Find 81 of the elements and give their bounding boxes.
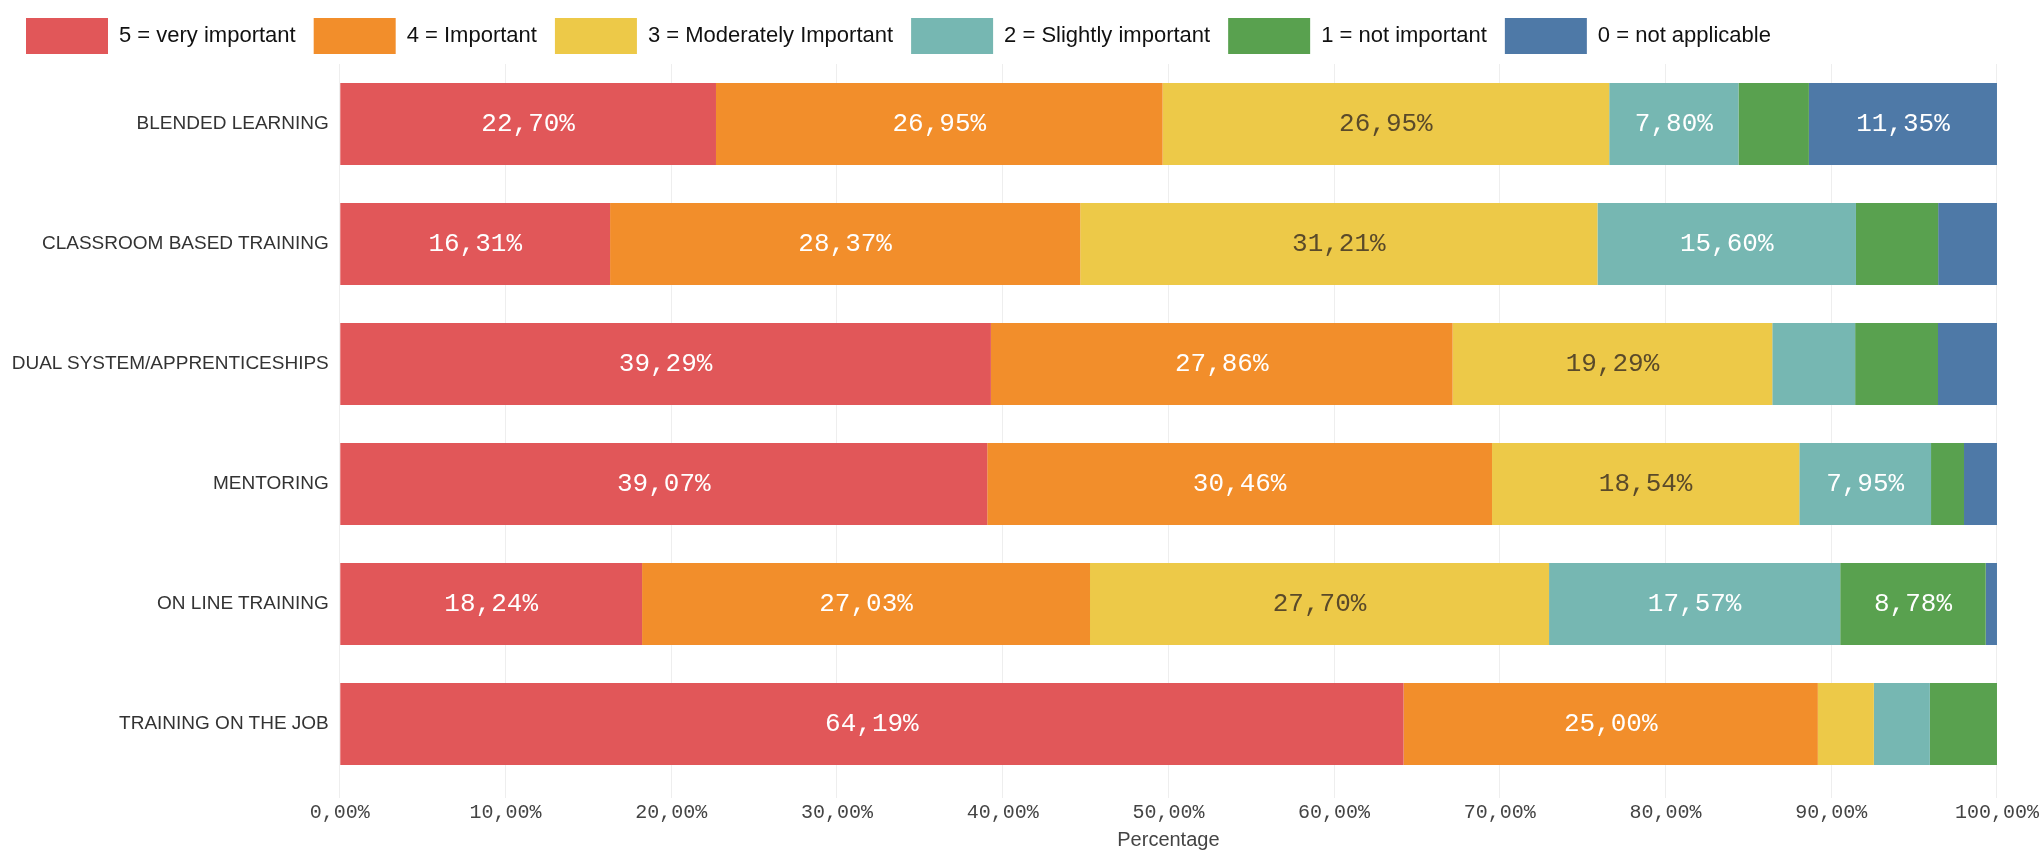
data-label: 25,00% — [1563, 708, 1658, 739]
data-label: 27,86% — [1174, 348, 1269, 379]
bar — [715, 82, 1163, 166]
data-label: 64,19% — [825, 708, 920, 739]
bar — [1840, 562, 1986, 646]
x-tick-label: 90,00% — [1795, 801, 1869, 825]
data-label: 27,70% — [1272, 588, 1367, 619]
data-label: 30,46% — [1192, 468, 1287, 499]
bar — [1738, 82, 1809, 166]
data-label: 22,70% — [481, 108, 576, 139]
x-tick-label: 30,00% — [800, 801, 874, 825]
data-label: 26,95% — [892, 108, 987, 139]
bar — [990, 322, 1453, 406]
bar — [1817, 682, 1874, 766]
x-tick-label: 0,00% — [309, 801, 371, 825]
bar — [1855, 322, 1938, 406]
x-axis-title: Percentage — [1117, 827, 1220, 850]
y-tick-label: MENTORING — [213, 472, 329, 494]
bar — [1452, 322, 1773, 406]
bar — [340, 202, 611, 286]
y-tick-label: BLENDED LEARNING — [136, 112, 329, 134]
data-label: 39,07% — [616, 468, 711, 499]
bar — [340, 82, 716, 166]
bar — [1931, 442, 1965, 526]
data-label: 19,29% — [1565, 348, 1660, 379]
bar — [340, 442, 988, 526]
y-tick-label: DUAL SYSTEM/APPRENTICESHIPS — [11, 352, 329, 374]
bar — [340, 322, 991, 406]
legend-label: 5 = very important — [119, 22, 296, 48]
bar — [1090, 562, 1550, 646]
x-tick-label: 20,00% — [635, 801, 709, 825]
bar — [1597, 202, 1856, 286]
data-label: 17,57% — [1647, 588, 1742, 619]
data-label: 18,54% — [1598, 468, 1693, 499]
legend-label: 1 = not important — [1321, 22, 1487, 48]
bar — [987, 442, 1493, 526]
x-tick-label: 70,00% — [1463, 801, 1537, 825]
x-tick-label: 50,00% — [1132, 801, 1206, 825]
bar — [610, 202, 1081, 286]
bar — [340, 682, 1404, 766]
x-tick-label: 10,00% — [469, 801, 543, 825]
bar — [1492, 442, 1800, 526]
data-label: 39,29% — [618, 348, 713, 379]
bar — [642, 562, 1091, 646]
data-label: 8,78% — [1873, 588, 1953, 619]
y-tick-label: ON LINE TRAINING — [157, 592, 329, 614]
bar — [1964, 442, 1997, 526]
data-label: 18,24% — [444, 588, 539, 619]
bar — [1938, 322, 1997, 406]
legend-label: 2 = Slightly important — [1004, 22, 1211, 48]
legend-label: 3 = Moderately Important — [647, 22, 894, 48]
data-label: 28,37% — [798, 228, 893, 259]
data-label: 31,21% — [1292, 228, 1387, 259]
data-label: 11,35% — [1856, 108, 1951, 139]
bar — [340, 562, 643, 646]
bar — [1609, 82, 1739, 166]
x-tick-label: 60,00% — [1298, 801, 1372, 825]
legend-label: 0 = not applicable — [1597, 22, 1771, 48]
data-label: 15,60% — [1679, 228, 1774, 259]
data-label: 16,31% — [428, 228, 523, 259]
legend-label: 4 = Important — [406, 22, 537, 48]
y-tick-label: TRAINING ON THE JOB — [119, 712, 329, 734]
data-label: 7,95% — [1826, 468, 1905, 499]
bar — [1808, 82, 1997, 166]
bar — [1929, 682, 1997, 766]
bar — [1403, 682, 1818, 766]
y-tick-label: CLASSROOM BASED TRAINING — [41, 232, 329, 254]
x-tick-label: 40,00% — [966, 801, 1040, 825]
bar — [1938, 202, 1997, 286]
bar — [1799, 442, 1932, 526]
bar — [1772, 322, 1856, 406]
bar — [1873, 682, 1930, 766]
bar — [1162, 82, 1610, 166]
bar — [1080, 202, 1598, 286]
bar — [1855, 202, 1939, 286]
bar — [1549, 562, 1841, 646]
x-tick-label: 100,00% — [1954, 801, 2040, 825]
data-label: 26,95% — [1339, 108, 1434, 139]
data-label: 7,80% — [1634, 108, 1714, 139]
data-label: 27,03% — [819, 588, 914, 619]
x-tick-label: 80,00% — [1629, 801, 1703, 825]
